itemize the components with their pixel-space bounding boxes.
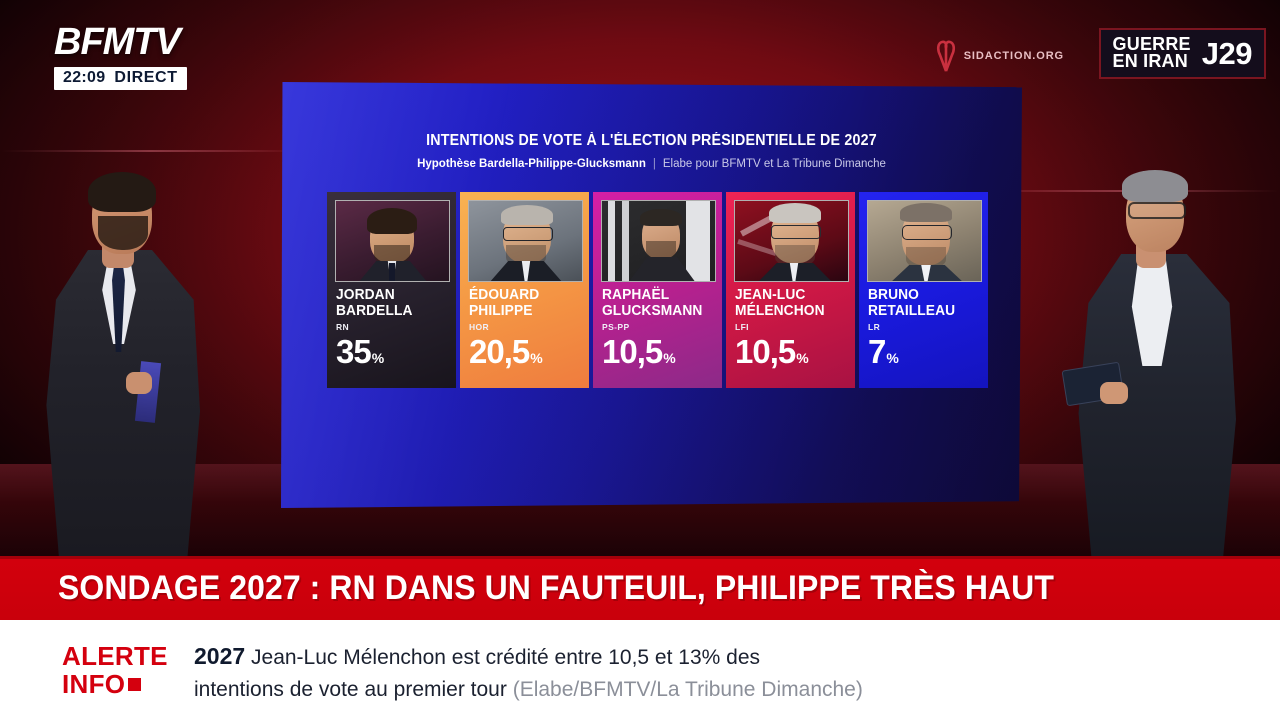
channel-logo-text: BFMTV [54, 21, 181, 63]
poll-subtitle: Hypothèse Bardella-Philippe-Glucksmann | E… [281, 158, 1022, 170]
poll-hypothesis: Hypothèse Bardella-Philippe-Glucksmann [417, 158, 646, 170]
presenter-left-beard [98, 216, 148, 250]
alert-badge-line2: INFO [62, 669, 126, 699]
alert-badge-line1: ALERTE [62, 641, 168, 671]
ticker-line1: Jean-Luc Mélenchon est crédité entre 10,… [251, 646, 760, 669]
presenter-left [26, 150, 226, 560]
headline-text: SONDAGE 2027 : RN DANS UN FAUTEUIL, PHIL… [58, 568, 1054, 607]
presenter-left-tie [112, 260, 125, 352]
red-ribbon-icon [936, 40, 955, 72]
war-counter-badge: GUERRE EN IRAN J29 [1098, 28, 1266, 79]
candidate-value: 10,5% [735, 333, 809, 370]
poll-title: INTENTIONS DE VOTE À L'ÉLECTION PRÉSIDEN… [426, 132, 877, 149]
candidate-name: RAPHAËL GLUCKSMANN [602, 287, 703, 319]
candidate-card[interactable]: RAPHAËL GLUCKSMANN PS-PP 10,5% [593, 192, 722, 388]
candidate-card[interactable]: ÉDOUARD PHILIPPE HOR 20,5% [460, 192, 589, 388]
headline-bar: SONDAGE 2027 : RN DANS UN FAUTEUIL, PHIL… [0, 556, 1280, 620]
presenter-left-hair [88, 172, 156, 212]
candidate-party: RN [336, 322, 350, 332]
ticker-text: 2027 Jean-Luc Mélenchon est crédité entr… [194, 640, 863, 706]
candidate-card[interactable]: BRUNO RETAILLEAU LR 7% [859, 192, 988, 388]
clock-time: 22:09 [63, 69, 106, 86]
presenter-right-hair [1122, 170, 1188, 202]
news-ticker: ALERTE INFO 2027 Jean-Luc Mélenchon est … [0, 620, 1280, 720]
candidate-party: PS-PP [602, 322, 630, 332]
candidate-card[interactable]: JEAN-LUC MÉLENCHON LFI 10,5% [726, 192, 855, 388]
ticker-line2: intentions de vote au premier tour [194, 678, 507, 701]
candidate-name: JEAN-LUC MÉLENCHON [735, 287, 825, 319]
poll-subtitle-separator: | [652, 158, 656, 170]
live-label: DIRECT [114, 69, 178, 86]
ticker-year: 2027 [194, 643, 246, 669]
poll-candidate-list: JORDAN BARDELLA RN 35% [327, 192, 988, 388]
presenter-right-hand [1100, 382, 1128, 404]
candidate-name: BRUNO RETAILLEAU [868, 287, 956, 319]
candidate-photo [468, 200, 583, 282]
candidate-name: JORDAN BARDELLA [336, 287, 413, 319]
candidate-name: ÉDOUARD PHILIPPE [469, 287, 540, 319]
candidate-photo [335, 200, 450, 282]
candidate-photo [734, 200, 849, 282]
candidate-party: HOR [469, 322, 490, 332]
candidate-photo [867, 200, 982, 282]
candidate-photo [601, 200, 716, 282]
candidate-party: LR [868, 322, 881, 332]
channel-logo[interactable]: BFMTV 22:09 DIRECT [54, 22, 187, 90]
alert-badge: ALERTE INFO [62, 642, 190, 698]
candidate-party: LFI [735, 322, 749, 332]
presenter-left-hand [126, 372, 152, 394]
ticker-source: (Elabe/BFMTV/La Tribune Dimanche) [512, 678, 863, 701]
candidate-value: 10,5% [602, 333, 676, 370]
war-badge-day: J29 [1201, 35, 1253, 71]
candidate-value: 35% [336, 333, 385, 370]
presenter-right [1056, 150, 1256, 560]
candidate-card[interactable]: JORDAN BARDELLA RN 35% [327, 192, 456, 388]
poll-source: Elabe pour BFMTV et La Tribune Dimanche [662, 158, 886, 170]
sidaction-logo: SIDACTION.ORG [935, 40, 1064, 72]
candidate-value: 7% [868, 333, 899, 370]
sidaction-label: SIDACTION.ORG [963, 50, 1064, 62]
presenter-right-glasses-icon [1128, 202, 1186, 219]
poll-panel: INTENTIONS DE VOTE À L'ÉLECTION PRÉSIDEN… [281, 82, 1022, 508]
war-badge-line1: GUERRE [1112, 34, 1191, 54]
candidate-value: 20,5% [469, 333, 543, 370]
alert-square-icon [128, 678, 142, 691]
war-badge-line2: EN IRAN [1112, 51, 1188, 71]
clock-live-badge: 22:09 DIRECT [54, 67, 187, 90]
